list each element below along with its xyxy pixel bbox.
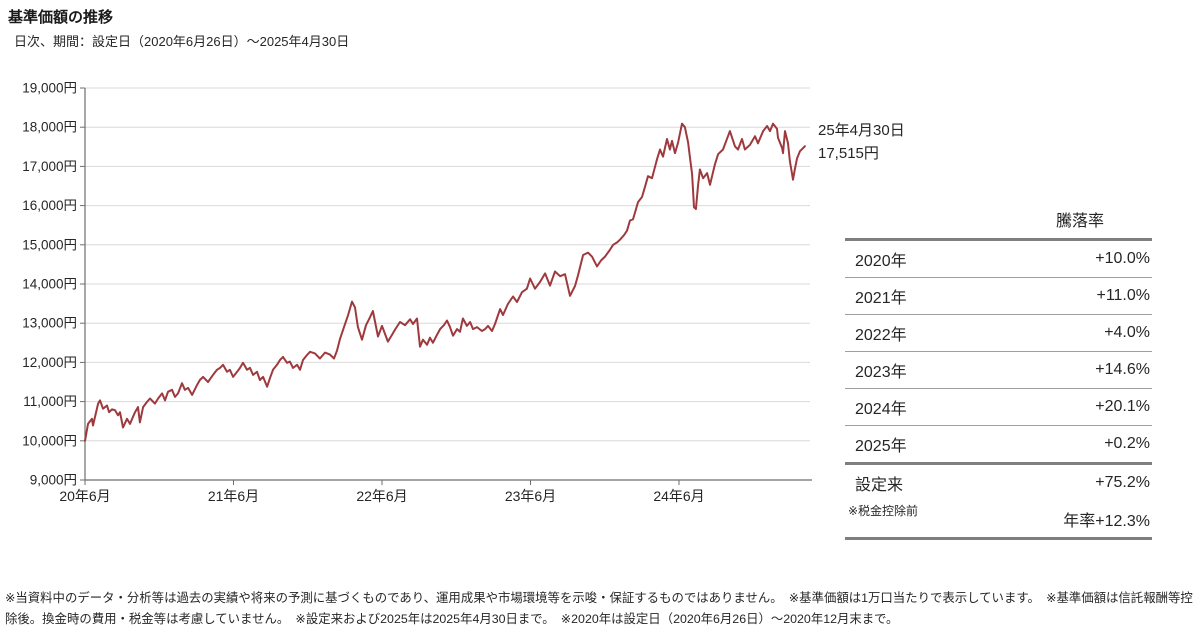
return-table-wrap: 騰落率 2020年 +10.0% 2021年 +11.0% 2022年 +4.0% 2023… <box>845 203 1152 540</box>
return-row-value: +75.2% <box>1095 474 1150 491</box>
return-table-body: 2020年 +10.0% 2021年 +11.0% 2022年 +4.0% 2023年 +14… <box>845 240 1152 539</box>
return-table-row: 設定来 +75.2% <box>845 464 1152 502</box>
y-axis-tick-label: 9,000円 <box>30 473 77 488</box>
y-axis-tick-label: 16,000円 <box>22 198 77 213</box>
chart-subtitle: 日次、期間：設定日（2020年6月26日）～2025年4月30日 <box>14 34 350 49</box>
x-axis-tick-label: 21年6月 <box>208 488 259 504</box>
latest-value-annotation: 25年4月30日 17,515円 <box>818 119 905 165</box>
y-axis-tick-label: 17,000円 <box>22 159 77 174</box>
return-table: 騰落率 2020年 +10.0% 2021年 +11.0% 2022年 +4.0% 2023… <box>845 203 1152 540</box>
nav-chart-svg: 9,000円 10,000円 11,000円 12,000円 13,000円 14,000… <box>22 81 812 504</box>
return-row-value: +10.0% <box>1095 250 1150 267</box>
return-row-label: 2023年 <box>855 364 907 381</box>
y-axis-tick-label: 10,000円 <box>22 433 77 448</box>
latest-value-label: 17,515円 <box>818 145 879 162</box>
return-row-label: 2025年 <box>855 438 907 455</box>
x-axis-tick-label: 20年6月 <box>59 488 110 504</box>
y-axis-tick-label: 13,000円 <box>22 316 77 331</box>
return-row-value: 年率+12.3% <box>1063 513 1150 530</box>
tax-note: ※税金控除前 <box>848 504 919 518</box>
return-row-label: 2021年 <box>855 290 907 307</box>
return-row-value: +4.0% <box>1104 324 1150 341</box>
nav-line-series <box>84 122 806 442</box>
return-row-label: 設定来 <box>855 477 904 494</box>
y-axis-tick-label: 15,000円 <box>22 237 77 252</box>
y-axis-tick-label: 14,000円 <box>22 277 77 292</box>
x-axis-tick-label: 23年6月 <box>505 488 556 504</box>
return-row-value: +11.0% <box>1096 287 1150 304</box>
latest-date-label: 25年4月30日 <box>818 122 905 139</box>
nav-chart: 9,000円 10,000円 11,000円 12,000円 13,000円 14,000… <box>22 81 812 504</box>
return-table-row: 年率+12.3% <box>845 501 1152 539</box>
return-table-row: 2022年 +4.0% <box>845 315 1152 352</box>
y-axis-tick-label: 12,000円 <box>22 355 77 370</box>
y-axis-tick-label: 19,000円 <box>22 81 77 96</box>
x-axis-tick-label: 24年6月 <box>653 488 704 504</box>
disclaimer-text: ※当資料中のデータ・分析等は過去の実績や将来の予測に基づくものであり、運用成果や… <box>5 591 1193 626</box>
return-table-row: 2021年 +11.0% <box>845 278 1152 315</box>
page-title: 基準価額の推移 <box>8 9 114 26</box>
return-row-value: +20.1% <box>1095 398 1150 415</box>
return-table-row: 2024年 +20.1% <box>845 389 1152 426</box>
y-axis-tick-label: 11,000円 <box>23 394 77 409</box>
return-row-value: +14.6% <box>1095 361 1150 378</box>
return-row-label: 2022年 <box>855 327 907 344</box>
return-table-row: 2023年 +14.6% <box>845 352 1152 389</box>
return-row-value: +0.2% <box>1104 435 1150 452</box>
return-table-row: 2020年 +10.0% <box>845 240 1152 278</box>
return-table-header-row: 騰落率 <box>845 203 1152 241</box>
return-row-label: 2020年 <box>855 253 907 270</box>
return-table-row: 2025年 +0.2% <box>845 426 1152 464</box>
return-row-label: 2024年 <box>855 401 907 418</box>
y-axis-tick-label: 18,000円 <box>22 120 77 135</box>
x-axis-tick-label: 22年6月 <box>356 488 407 504</box>
return-table-header: 騰落率 <box>845 203 1152 241</box>
